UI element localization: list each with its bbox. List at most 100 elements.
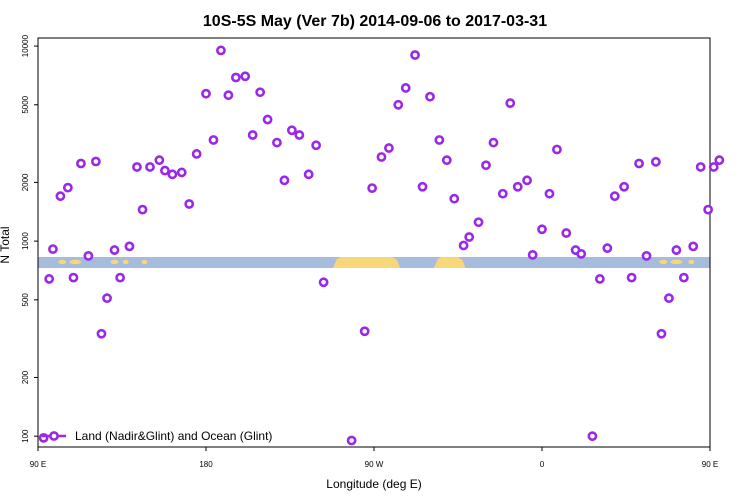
island-patch — [659, 259, 668, 265]
data-point — [230, 72, 241, 83]
y-tick-label: 500 — [21, 293, 30, 307]
data-point — [641, 250, 652, 261]
data-point — [561, 228, 572, 238]
data-point — [695, 162, 706, 172]
data-point — [393, 99, 404, 110]
data-point — [544, 188, 555, 199]
data-point — [576, 248, 587, 259]
data-point — [286, 125, 297, 136]
y-tick-label: 5000 — [21, 95, 30, 113]
data-point — [48, 244, 58, 255]
data-point — [255, 87, 266, 98]
data-point — [552, 144, 562, 155]
legend-label: Land (Nadir&Glint) and Ocean (Glint) — [75, 429, 272, 443]
data-point — [137, 204, 148, 215]
data-point — [708, 162, 719, 172]
data-point — [154, 155, 165, 166]
data-point — [294, 130, 305, 140]
land-patch — [332, 257, 401, 268]
data-point — [602, 243, 613, 254]
data-point — [587, 431, 598, 442]
data-point — [303, 169, 314, 180]
data-point — [512, 181, 523, 192]
data-point — [55, 191, 66, 202]
data-point — [449, 193, 460, 204]
plot-frame — [37, 37, 711, 448]
data-point — [410, 50, 420, 60]
data-point — [247, 130, 258, 140]
data-point — [609, 191, 620, 202]
chart-title: 10S-5S May (Ver 7b) 2014-09-06 to 2017-0… — [203, 13, 547, 30]
data-points — [38, 45, 725, 446]
y-tick-label: 10000 — [21, 34, 30, 57]
island-patch — [69, 259, 82, 265]
island-patch — [670, 259, 683, 265]
data-point — [102, 293, 112, 304]
data-point — [191, 149, 202, 159]
data-point — [208, 135, 219, 145]
world-map-band — [38, 257, 710, 268]
data-point — [481, 160, 491, 171]
data-point — [458, 240, 469, 251]
island-patch — [110, 259, 119, 265]
data-point — [145, 162, 155, 172]
data-point — [109, 245, 120, 255]
data-point — [96, 328, 107, 339]
y-tick-label: 1000 — [21, 232, 30, 250]
y-tick-label: 200 — [21, 370, 30, 384]
island-patch — [122, 259, 129, 265]
data-point — [634, 158, 644, 169]
x-tick-label: 90 E — [702, 460, 718, 469]
data-point — [359, 326, 370, 337]
island-patch — [58, 259, 67, 265]
data-point — [497, 188, 508, 199]
data-point — [703, 204, 714, 215]
data-point — [115, 272, 126, 283]
data-point — [240, 71, 251, 82]
data-point — [671, 245, 682, 255]
data-point — [594, 274, 605, 284]
data-point — [505, 98, 516, 109]
y-tick-label: 2000 — [21, 173, 30, 191]
data-point — [425, 91, 435, 102]
data-point — [441, 155, 452, 166]
data-point — [132, 162, 142, 172]
data-point — [434, 135, 445, 145]
data-point — [473, 217, 484, 228]
data-point — [201, 88, 211, 99]
legend-marker — [49, 431, 59, 441]
data-point — [688, 241, 699, 252]
data-point — [400, 83, 411, 93]
data-point — [678, 272, 689, 283]
data-point — [90, 156, 101, 167]
data-point — [664, 293, 674, 304]
land-patch — [433, 257, 466, 268]
x-axis: 90 E 180 90 W 0 90 E — [30, 447, 718, 469]
legend: Land (Nadir&Glint) and Ocean (Glint) — [42, 429, 272, 443]
data-point — [216, 45, 226, 56]
island-patch — [141, 259, 148, 265]
x-axis-label: Longitude (deg E) — [326, 477, 421, 491]
data-point — [279, 175, 290, 186]
data-point — [650, 156, 661, 167]
y-tick-label: 100 — [21, 429, 30, 443]
data-point — [167, 169, 178, 180]
data-point — [76, 158, 86, 169]
data-point — [223, 90, 234, 101]
data-point — [367, 183, 378, 194]
data-point — [488, 137, 499, 148]
y-axis-label: N Total — [0, 226, 12, 263]
data-point — [124, 241, 135, 252]
data-point — [656, 328, 667, 339]
data-point — [527, 249, 538, 260]
data-point — [272, 137, 282, 148]
data-point — [376, 152, 387, 162]
data-point — [160, 165, 170, 176]
data-point — [176, 167, 187, 178]
x-tick-label: 180 — [199, 460, 213, 469]
x-tick-label: 90 W — [365, 460, 384, 469]
data-point — [714, 155, 725, 166]
data-point — [522, 175, 532, 186]
data-point — [83, 250, 94, 261]
